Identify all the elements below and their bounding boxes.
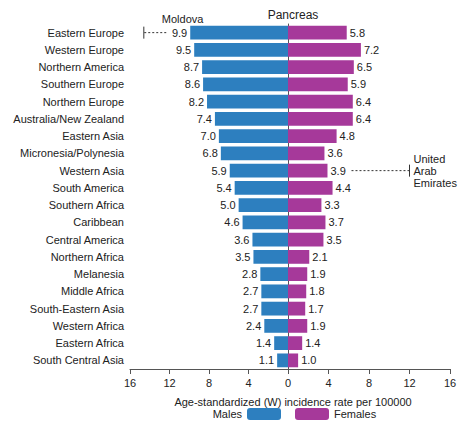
svg-text:Females: Females	[334, 408, 377, 420]
svg-text:1.8: 1.8	[309, 285, 324, 297]
svg-text:Males: Males	[213, 408, 243, 420]
svg-text:16: 16	[124, 377, 136, 389]
svg-text:1.1: 1.1	[259, 354, 274, 366]
svg-text:5.8: 5.8	[350, 27, 365, 39]
svg-text:12: 12	[403, 377, 415, 389]
svg-text:5.9: 5.9	[351, 78, 366, 90]
svg-text:Melanesia: Melanesia	[74, 268, 125, 280]
svg-text:8: 8	[206, 377, 212, 389]
svg-text:2.7: 2.7	[243, 303, 258, 315]
svg-text:South Central Asia: South Central Asia	[33, 354, 125, 366]
svg-text:Moldova: Moldova	[162, 13, 204, 25]
svg-text:Micronesia/Polynesia: Micronesia/Polynesia	[20, 147, 125, 159]
svg-text:1.4: 1.4	[256, 337, 271, 349]
svg-text:Northern Africa: Northern Africa	[51, 251, 125, 263]
svg-text:16: 16	[444, 377, 456, 389]
svg-text:9.9: 9.9	[172, 27, 187, 39]
svg-text:7.4: 7.4	[197, 113, 212, 125]
svg-text:Eastern Europe: Eastern Europe	[48, 27, 124, 39]
svg-text:Western Africa: Western Africa	[53, 320, 125, 332]
svg-text:1.9: 1.9	[310, 320, 325, 332]
svg-text:4: 4	[325, 377, 331, 389]
svg-text:Australia/New Zealand: Australia/New Zealand	[13, 113, 124, 125]
svg-text:4.8: 4.8	[340, 130, 355, 142]
svg-text:4.6: 4.6	[224, 216, 239, 228]
svg-text:Central America: Central America	[46, 234, 125, 246]
svg-text:Middle Africa: Middle Africa	[61, 285, 125, 297]
svg-text:1.9: 1.9	[310, 268, 325, 280]
svg-text:Western Asia: Western Asia	[59, 165, 124, 177]
svg-text:8.7: 8.7	[184, 61, 199, 73]
svg-text:1.4: 1.4	[305, 337, 320, 349]
svg-text:2.1: 2.1	[312, 251, 327, 263]
svg-text:Caribbean: Caribbean	[73, 216, 124, 228]
svg-text:South-Eastern Asia: South-Eastern Asia	[30, 303, 125, 315]
svg-text:8: 8	[366, 377, 372, 389]
svg-text:5.0: 5.0	[220, 199, 235, 211]
svg-text:1.0: 1.0	[301, 354, 316, 366]
svg-text:8.6: 8.6	[185, 78, 200, 90]
svg-text:Emirates: Emirates	[414, 177, 458, 189]
svg-text:South America: South America	[52, 182, 124, 194]
svg-text:Western Europe: Western Europe	[45, 44, 124, 56]
svg-text:3.6: 3.6	[234, 234, 249, 246]
svg-text:Northern America: Northern America	[38, 61, 124, 73]
svg-text:6.4: 6.4	[356, 113, 371, 125]
svg-text:5.4: 5.4	[216, 182, 231, 194]
svg-text:3.5: 3.5	[235, 251, 250, 263]
svg-text:Eastern Africa: Eastern Africa	[56, 337, 125, 349]
svg-text:Arab: Arab	[414, 165, 440, 177]
svg-text:5.9: 5.9	[211, 165, 226, 177]
svg-text:8.2: 8.2	[189, 96, 204, 108]
svg-text:7.0: 7.0	[201, 130, 216, 142]
svg-text:9.5: 9.5	[176, 44, 191, 56]
svg-text:4: 4	[245, 377, 251, 389]
svg-text:Southern Europe: Southern Europe	[41, 78, 124, 90]
svg-text:3.9: 3.9	[330, 165, 345, 177]
svg-text:6.5: 6.5	[357, 61, 372, 73]
svg-text:Northern Europe: Northern Europe	[43, 96, 124, 108]
svg-text:Eastern Asia: Eastern Asia	[62, 130, 125, 142]
svg-text:Southern Africa: Southern Africa	[49, 199, 125, 211]
svg-text:3.7: 3.7	[328, 216, 343, 228]
svg-text:2.7: 2.7	[243, 285, 258, 297]
svg-text:2.8: 2.8	[242, 268, 257, 280]
svg-text:12: 12	[163, 377, 175, 389]
svg-text:6.4: 6.4	[356, 96, 371, 108]
svg-text:Pancreas: Pancreas	[268, 8, 319, 22]
svg-text:United: United	[414, 153, 449, 165]
svg-text:7.2: 7.2	[364, 44, 379, 56]
svg-text:3.5: 3.5	[326, 234, 341, 246]
svg-text:Age-standardized (W) incidence: Age-standardized (W) incidence rate per …	[174, 396, 411, 408]
svg-text:0: 0	[285, 377, 291, 389]
svg-text:4.4: 4.4	[336, 182, 351, 194]
svg-text:1.7: 1.7	[308, 303, 323, 315]
svg-text:3.6: 3.6	[327, 147, 342, 159]
svg-text:3.3: 3.3	[324, 199, 339, 211]
svg-text:2.4: 2.4	[246, 320, 261, 332]
svg-text:6.8: 6.8	[203, 147, 218, 159]
